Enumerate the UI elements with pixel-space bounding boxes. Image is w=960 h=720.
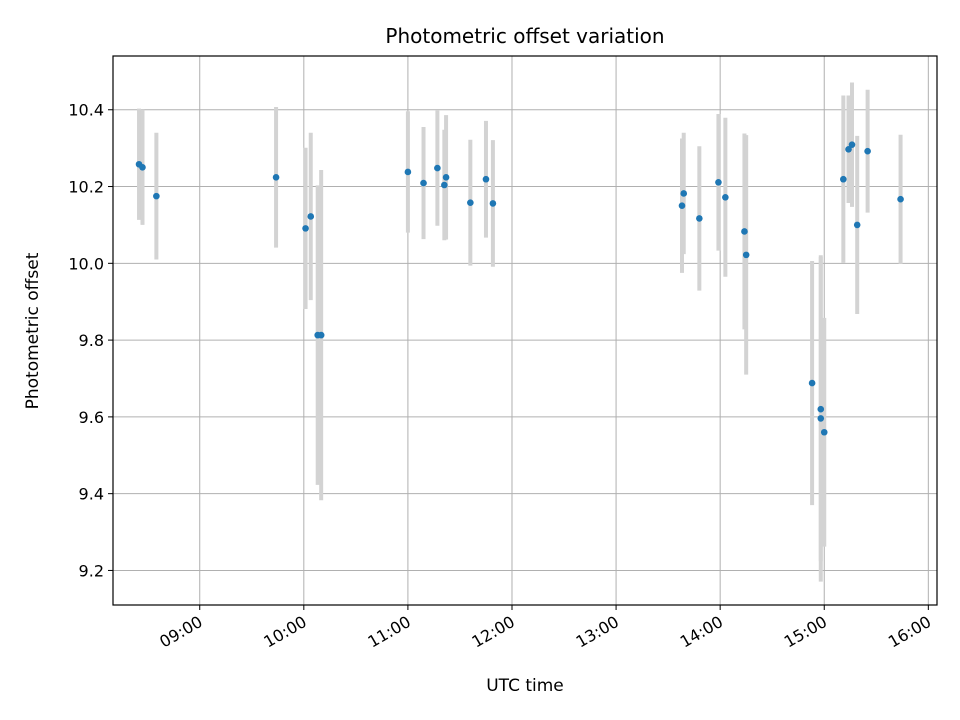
y-tick-label: 10.4 [68, 101, 104, 120]
data-point [302, 225, 309, 232]
data-points [135, 141, 904, 436]
y-tick-label: 9.8 [79, 331, 104, 350]
data-point [848, 141, 856, 148]
data-point [317, 331, 325, 339]
data-point [680, 190, 688, 197]
data-point [441, 181, 448, 189]
data-point [434, 164, 441, 172]
y-tick-label: 9.4 [79, 485, 104, 504]
y-tick-label: 10.0 [68, 254, 104, 273]
x-axis-label: UTC time [486, 676, 564, 696]
y-tick-label: 10.2 [68, 178, 104, 197]
data-point [741, 228, 748, 235]
data-point [678, 202, 686, 210]
data-point [864, 147, 871, 155]
data-point [442, 174, 450, 181]
chart-title: Photometric offset variation [385, 24, 664, 48]
data-point [897, 195, 904, 203]
data-point [742, 251, 750, 259]
data-point [696, 215, 703, 222]
data-point [722, 193, 729, 201]
data-point [420, 179, 427, 187]
data-point [817, 405, 825, 413]
data-point [467, 199, 474, 206]
data-point [489, 200, 497, 207]
data-point [482, 175, 490, 183]
data-point [808, 379, 816, 387]
y-tick-label: 9.2 [79, 561, 104, 580]
data-point [139, 164, 146, 171]
data-point [404, 168, 412, 176]
data-point [307, 213, 315, 220]
data-point [153, 192, 160, 200]
data-point [817, 415, 825, 422]
data-point [845, 145, 852, 153]
data-point [715, 179, 722, 186]
y-axis-ticks: 9.2 9.4 9.6 9.8 10.0 10.2 10.4 [68, 101, 113, 580]
data-point [840, 175, 847, 183]
y-tick-label: 9.6 [79, 408, 104, 427]
data-point [820, 428, 828, 436]
data-point [272, 174, 280, 181]
plot-frame [112, 55, 938, 606]
y-axis-label: Photometric offset [23, 252, 43, 409]
data-point [853, 221, 861, 229]
